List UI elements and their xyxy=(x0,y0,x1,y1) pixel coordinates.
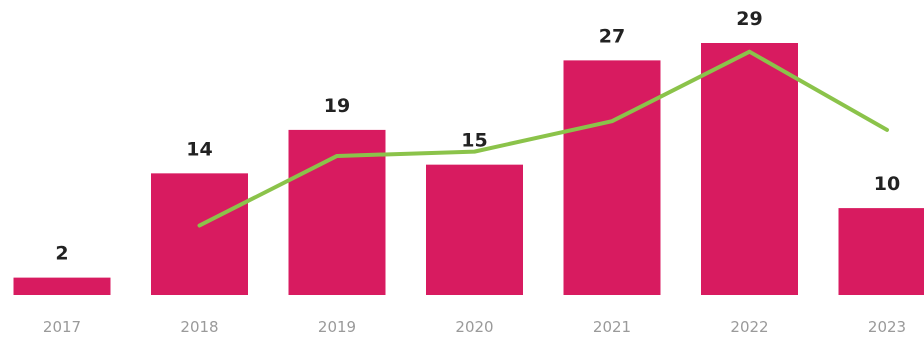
bar-2022 xyxy=(701,43,798,295)
x-axis-ticks-group: 2017 2018 2019 2020 2021 2022 2023 xyxy=(43,318,906,336)
bars-group xyxy=(13,43,924,296)
bar-2018 xyxy=(151,173,248,295)
trend-line-group xyxy=(197,49,889,228)
bar-2020 xyxy=(426,164,523,295)
x-tick-2018: 2018 xyxy=(180,318,218,336)
data-label-2018: 14 xyxy=(186,138,212,160)
x-tick-2020: 2020 xyxy=(455,318,493,336)
x-tick-2017: 2017 xyxy=(43,318,81,336)
bar-2021 xyxy=(563,60,661,296)
x-tick-2021: 2021 xyxy=(593,318,631,336)
x-tick-2023: 2023 xyxy=(868,318,906,336)
bar-2023 xyxy=(838,208,924,295)
data-label-2020: 15 xyxy=(461,130,487,152)
data-labels-group: 2 14 19 15 27 29 10 xyxy=(55,8,900,265)
x-tick-2019: 2019 xyxy=(318,318,356,336)
bar-2017 xyxy=(13,277,111,295)
data-label-2021: 27 xyxy=(599,25,625,47)
data-label-2019: 19 xyxy=(324,95,350,117)
data-label-2022: 29 xyxy=(736,8,762,30)
data-label-2017: 2 xyxy=(55,243,68,265)
data-label-2023: 10 xyxy=(874,173,900,195)
x-tick-2022: 2022 xyxy=(730,318,768,336)
trend-line xyxy=(197,49,889,228)
